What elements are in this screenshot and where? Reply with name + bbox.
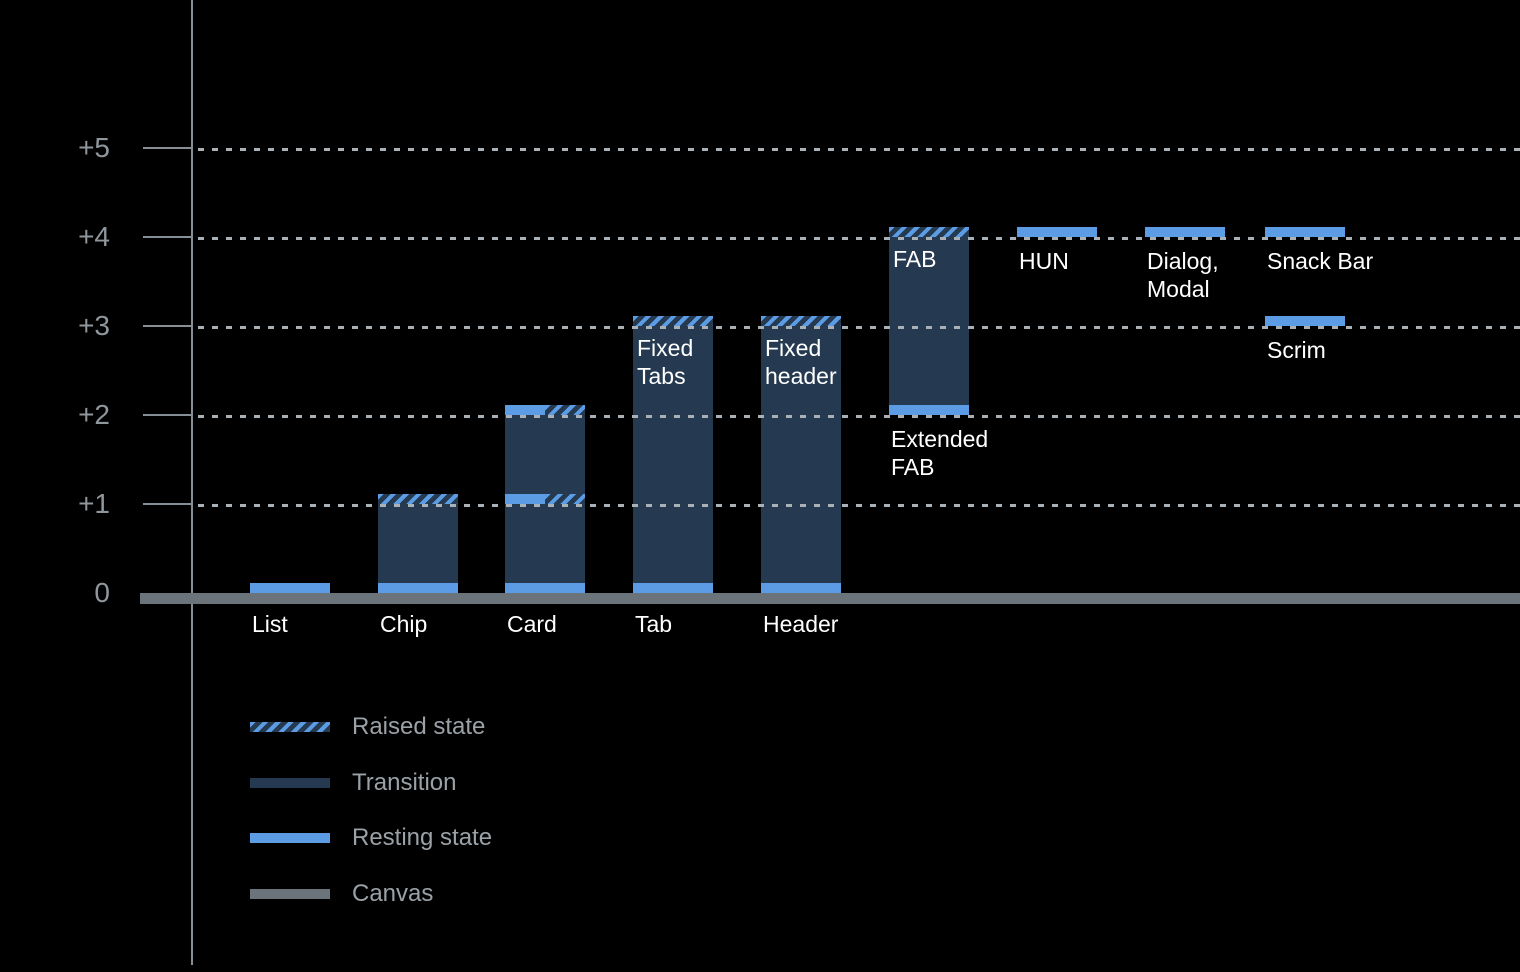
y-axis-line xyxy=(191,0,193,965)
bar-header-resting-band xyxy=(761,583,841,593)
bar-chip-transition xyxy=(378,504,458,583)
bar-fab-transition xyxy=(889,237,969,405)
y-axis-label-+1: +1 xyxy=(78,488,110,519)
category-label-header: Header xyxy=(763,611,839,637)
gridline-+5 xyxy=(198,148,1520,151)
bar-label-tab: Fixed Tabs xyxy=(637,335,694,389)
tick-+2 xyxy=(143,414,193,416)
canvas-baseline xyxy=(140,593,1520,604)
bar-dialog-modal-resting-band xyxy=(1145,227,1225,237)
gridline-+4 xyxy=(198,237,1520,240)
bar-header-transition xyxy=(761,326,841,583)
bar-snack-bar-resting-band xyxy=(1265,227,1345,237)
bar-card-resting-half xyxy=(505,494,545,504)
category-label-chip: Chip xyxy=(380,611,428,637)
legend-swatch-resting-state xyxy=(250,833,330,843)
bar-fab-raised-band xyxy=(889,227,969,237)
category-label-tab: Tab xyxy=(635,611,673,637)
y-axis-label-+2: +2 xyxy=(78,399,110,430)
legend-swatch-raised-state xyxy=(250,722,330,732)
legend-item-canvas: Canvas xyxy=(250,880,570,907)
bar-list-resting-band xyxy=(250,583,330,593)
bar-label-hun-below: HUN xyxy=(1019,248,1069,274)
legend-label-canvas: Canvas xyxy=(352,880,434,907)
legend-item-resting-state: Resting state xyxy=(250,824,570,851)
bar-header-raised-band xyxy=(761,316,841,326)
tick-+3 xyxy=(143,325,193,327)
bar-card-split-band xyxy=(505,494,585,504)
tick-+1 xyxy=(143,503,193,505)
bar-card-resting-band xyxy=(505,583,585,593)
bar-chip-raised-band xyxy=(378,494,458,504)
category-label-list: List xyxy=(252,611,288,637)
tick-+4 xyxy=(143,236,193,238)
bar-label-scrim-below: Scrim xyxy=(1267,337,1326,363)
bar-tab-raised-band xyxy=(633,316,713,326)
legend-swatch-transition xyxy=(250,778,330,788)
legend-item-transition: Transition xyxy=(250,769,570,796)
y-axis-label-0: 0 xyxy=(94,577,110,608)
bar-tab-resting-band xyxy=(633,583,713,593)
bar-chip-resting-band xyxy=(378,583,458,593)
legend-label-resting-state: Resting state xyxy=(352,824,493,851)
bar-label-fab: FAB xyxy=(893,246,937,272)
tick-+5 xyxy=(143,147,193,149)
y-axis-label-+3: +3 xyxy=(78,310,110,341)
bar-label-snack-bar-below: Snack Bar xyxy=(1267,248,1374,274)
y-axis-label-+4: +4 xyxy=(78,221,110,252)
gridline-+2 xyxy=(198,415,1520,418)
bar-card-split-band xyxy=(505,405,585,415)
bar-tab-transition xyxy=(633,326,713,583)
bar-scrim-resting-band xyxy=(1265,316,1345,326)
gridline-+1 xyxy=(198,504,1520,507)
bar-card-raised-half xyxy=(545,494,585,504)
gridline-+3 xyxy=(198,326,1520,329)
bar-card-resting-half xyxy=(505,405,545,415)
legend-item-raised-state: Raised state xyxy=(250,713,570,740)
bar-label-dialog-modal-below: Dialog, Modal xyxy=(1147,248,1219,302)
legend-label-raised-state: Raised state xyxy=(352,713,486,740)
bar-label-header: Fixed header xyxy=(765,335,837,389)
bar-label-fab-below: Extended FAB xyxy=(891,426,989,480)
bar-card-raised-half xyxy=(545,405,585,415)
bar-fab-resting-band xyxy=(889,405,969,415)
bar-hun-resting-band xyxy=(1017,227,1097,237)
legend-label-transition: Transition xyxy=(352,769,457,796)
y-axis-label-+5: +5 xyxy=(78,132,110,163)
category-label-card: Card xyxy=(507,611,557,637)
legend-swatch-canvas xyxy=(250,889,330,899)
